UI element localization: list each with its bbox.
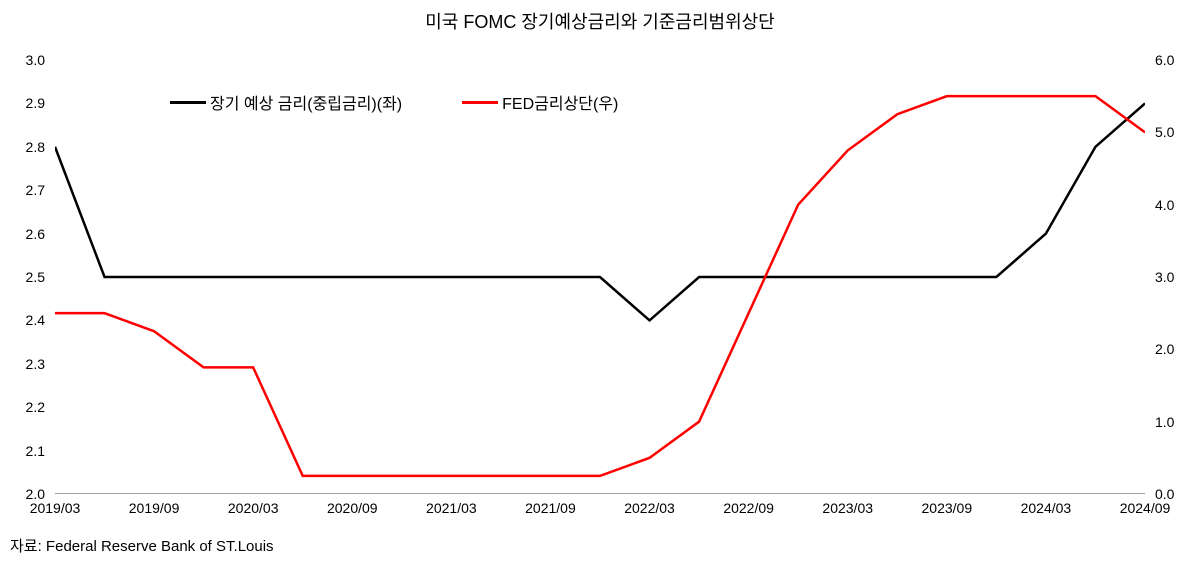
x-tick-label: 2022/09 [723,500,774,516]
y-left-tick: 2.9 [26,95,45,111]
y-axis-left: 2.02.12.22.32.42.52.62.72.82.93.0 [0,60,55,494]
legend-item: 장기 예상 금리(중립금리)(좌) [170,90,402,114]
y-right-tick: 3.0 [1155,269,1174,285]
x-tick-label: 2020/03 [228,500,279,516]
y-left-tick: 2.8 [26,139,45,155]
plot-area [55,60,1145,494]
x-axis: 2019/032019/092020/032020/092021/032021/… [55,494,1145,524]
y-axis-right: 0.01.02.03.04.05.06.0 [1145,60,1200,494]
x-tick-label: 2023/03 [822,500,873,516]
x-tick-label: 2024/09 [1120,500,1171,516]
chart-container: 미국 FOMC 장기예상금리와 기준금리범위상단 2.0 2.1 2.2 2.3 2.4… [0,0,1200,564]
legend-label: 장기 예상 금리(중립금리)(좌) [210,90,402,114]
y-left-tick: 2.7 [26,182,45,198]
legend-label: FED금리상단(우) [502,90,618,114]
x-tick-label: 2024/03 [1021,500,1072,516]
y-right-tick: 4.0 [1155,197,1174,213]
y-right-tick: 1.0 [1155,414,1174,430]
legend-swatch [462,101,498,104]
x-tick-label: 2020/09 [327,500,378,516]
x-tick-label: 2022/03 [624,500,675,516]
y-left-tick: 3.0 [26,52,45,68]
chart-svg [55,60,1145,494]
x-tick-label: 2023/09 [922,500,973,516]
y-left-tick: 2.4 [26,312,45,328]
y-right-tick: 6.0 [1155,52,1174,68]
legend-item: FED금리상단(우) [462,90,618,114]
y-left-tick: 2.5 [26,269,45,285]
y-left-tick: 2.2 [26,399,45,415]
x-tick-label: 2019/03 [30,500,81,516]
x-tick-label: 2021/09 [525,500,576,516]
legend: 장기 예상 금리(중립금리)(좌) FED금리상단(우) [170,90,618,114]
y-left-tick: 2.3 [26,356,45,372]
series-line [55,103,1145,320]
y-left-tick: 2.6 [26,226,45,242]
x-tick-label: 2019/09 [129,500,180,516]
chart-title: 미국 FOMC 장기예상금리와 기준금리범위상단 [0,8,1200,34]
series-line [55,96,1145,476]
legend-swatch [170,101,206,104]
series-lines [55,96,1145,476]
x-tick-label: 2021/03 [426,500,477,516]
y-right-tick: 2.0 [1155,341,1174,357]
y-left-tick: 2.1 [26,443,45,459]
y-right-tick: 5.0 [1155,124,1174,140]
source-label: 자료: Federal Reserve Bank of ST.Louis [10,535,274,556]
